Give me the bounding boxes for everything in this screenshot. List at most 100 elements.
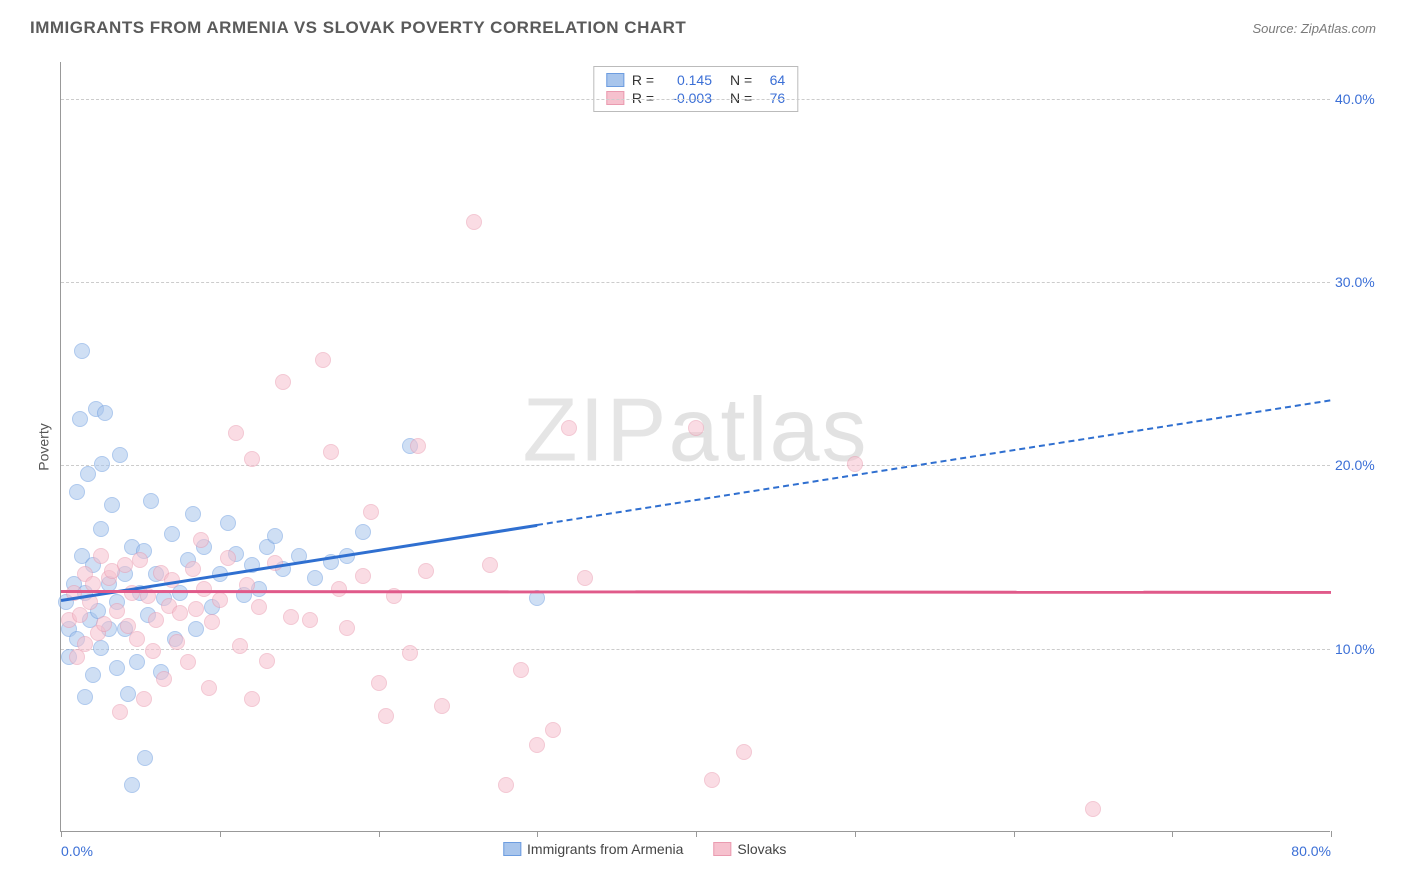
- legend-n-label: N =: [730, 72, 752, 88]
- legend-series: Immigrants from Armenia Slovaks: [503, 841, 786, 857]
- scatter-point: [355, 568, 371, 584]
- xtick: [1014, 831, 1015, 837]
- scatter-point: [180, 654, 196, 670]
- scatter-point: [188, 601, 204, 617]
- scatter-point: [228, 425, 244, 441]
- scatter-point: [331, 581, 347, 597]
- scatter-point: [529, 737, 545, 753]
- scatter-point: [212, 592, 228, 608]
- scatter-point: [124, 777, 140, 793]
- trend-line-dashed: [537, 399, 1331, 526]
- xtick: [696, 831, 697, 837]
- legend-swatch: [503, 842, 521, 856]
- gridline-h: [61, 99, 1330, 100]
- scatter-point: [283, 609, 299, 625]
- scatter-point: [577, 570, 593, 586]
- scatter-point: [244, 451, 260, 467]
- scatter-point: [482, 557, 498, 573]
- scatter-point: [156, 671, 172, 687]
- scatter-point: [109, 660, 125, 676]
- scatter-point: [847, 456, 863, 472]
- scatter-point: [275, 374, 291, 390]
- scatter-point: [434, 698, 450, 714]
- scatter-point: [204, 614, 220, 630]
- scatter-point: [74, 343, 90, 359]
- xtick: [1331, 831, 1332, 837]
- scatter-point: [185, 506, 201, 522]
- y-axis-label: Poverty: [36, 423, 52, 470]
- scatter-point: [148, 612, 164, 628]
- scatter-point: [94, 456, 110, 472]
- scatter-point: [188, 621, 204, 637]
- scatter-point: [137, 750, 153, 766]
- scatter-point: [93, 521, 109, 537]
- scatter-point: [112, 704, 128, 720]
- xtick: [220, 831, 221, 837]
- scatter-point: [145, 643, 161, 659]
- legend-series-label: Immigrants from Armenia: [527, 841, 683, 857]
- ytick-label: 10.0%: [1335, 641, 1390, 657]
- scatter-point: [85, 667, 101, 683]
- scatter-point: [410, 438, 426, 454]
- scatter-point: [132, 552, 148, 568]
- scatter-point: [1085, 801, 1101, 817]
- legend-series-label: Slovaks: [737, 841, 786, 857]
- scatter-point: [117, 557, 133, 573]
- scatter-point: [259, 653, 275, 669]
- scatter-point: [355, 524, 371, 540]
- scatter-point: [402, 645, 418, 661]
- ytick-label: 20.0%: [1335, 457, 1390, 473]
- scatter-point: [129, 654, 145, 670]
- legend-swatch: [606, 73, 624, 87]
- scatter-point: [307, 570, 323, 586]
- scatter-point: [77, 689, 93, 705]
- scatter-point: [315, 352, 331, 368]
- scatter-point: [196, 581, 212, 597]
- scatter-point: [339, 620, 355, 636]
- scatter-point: [80, 466, 96, 482]
- scatter-point: [513, 662, 529, 678]
- scatter-point: [302, 612, 318, 628]
- xtick: [379, 831, 380, 837]
- scatter-point: [112, 447, 128, 463]
- ytick-label: 40.0%: [1335, 91, 1390, 107]
- scatter-point: [267, 528, 283, 544]
- scatter-point: [185, 561, 201, 577]
- scatter-point: [498, 777, 514, 793]
- scatter-point: [232, 638, 248, 654]
- gridline-h: [61, 649, 1330, 650]
- chart-area: Poverty ZIPatlas R =0.145N =64R =-0.003N…: [50, 52, 1380, 842]
- scatter-point: [418, 563, 434, 579]
- scatter-point: [97, 405, 113, 421]
- scatter-point: [143, 493, 159, 509]
- scatter-point: [244, 691, 260, 707]
- legend-correlation: R =0.145N =64R =-0.003N =76: [593, 66, 798, 112]
- scatter-point: [129, 631, 145, 647]
- chart-header: IMMIGRANTS FROM ARMENIA VS SLOVAK POVERT…: [0, 0, 1406, 46]
- xtick: [61, 831, 62, 837]
- scatter-point: [164, 526, 180, 542]
- scatter-point: [69, 484, 85, 500]
- xtick-label: 80.0%: [1291, 843, 1331, 859]
- legend-series-item: Immigrants from Armenia: [503, 841, 683, 857]
- chart-title: IMMIGRANTS FROM ARMENIA VS SLOVAK POVERT…: [30, 18, 686, 38]
- scatter-point: [220, 515, 236, 531]
- scatter-point: [201, 680, 217, 696]
- scatter-point: [251, 599, 267, 615]
- scatter-point: [363, 504, 379, 520]
- plot-region: ZIPatlas R =0.145N =64R =-0.003N =76 Imm…: [60, 62, 1330, 832]
- scatter-point: [169, 634, 185, 650]
- scatter-point: [109, 603, 125, 619]
- scatter-point: [323, 444, 339, 460]
- xtick-label: 0.0%: [61, 843, 93, 859]
- scatter-point: [77, 636, 93, 652]
- scatter-point: [93, 640, 109, 656]
- scatter-point: [172, 605, 188, 621]
- scatter-point: [136, 691, 152, 707]
- ytick-label: 30.0%: [1335, 274, 1390, 290]
- scatter-point: [220, 550, 236, 566]
- scatter-point: [378, 708, 394, 724]
- legend-r-value: 0.145: [662, 72, 712, 88]
- scatter-point: [104, 497, 120, 513]
- xtick: [1172, 831, 1173, 837]
